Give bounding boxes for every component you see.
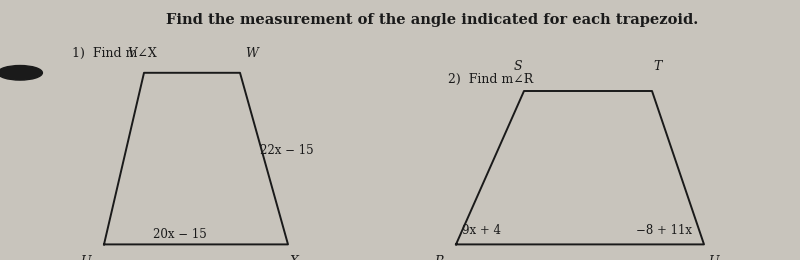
Text: W: W	[246, 47, 258, 60]
Text: Find the measurement of the angle indicated for each trapezoid.: Find the measurement of the angle indica…	[166, 13, 698, 27]
Text: S: S	[514, 60, 522, 73]
Text: 2)  Find m∠R: 2) Find m∠R	[448, 73, 534, 86]
Text: V: V	[127, 47, 137, 60]
Text: T: T	[654, 60, 662, 73]
Circle shape	[0, 66, 42, 80]
Text: U: U	[81, 255, 92, 260]
Text: 22x − 15: 22x − 15	[260, 144, 314, 157]
Text: 9x + 4: 9x + 4	[462, 224, 502, 237]
Text: U: U	[709, 255, 720, 260]
Text: X: X	[290, 255, 299, 260]
Text: R: R	[434, 255, 443, 260]
Text: 20x − 15: 20x − 15	[153, 228, 207, 240]
Text: 1)  Find m∠X: 1) Find m∠X	[72, 47, 157, 60]
Text: −8 + 11x: −8 + 11x	[636, 224, 692, 237]
